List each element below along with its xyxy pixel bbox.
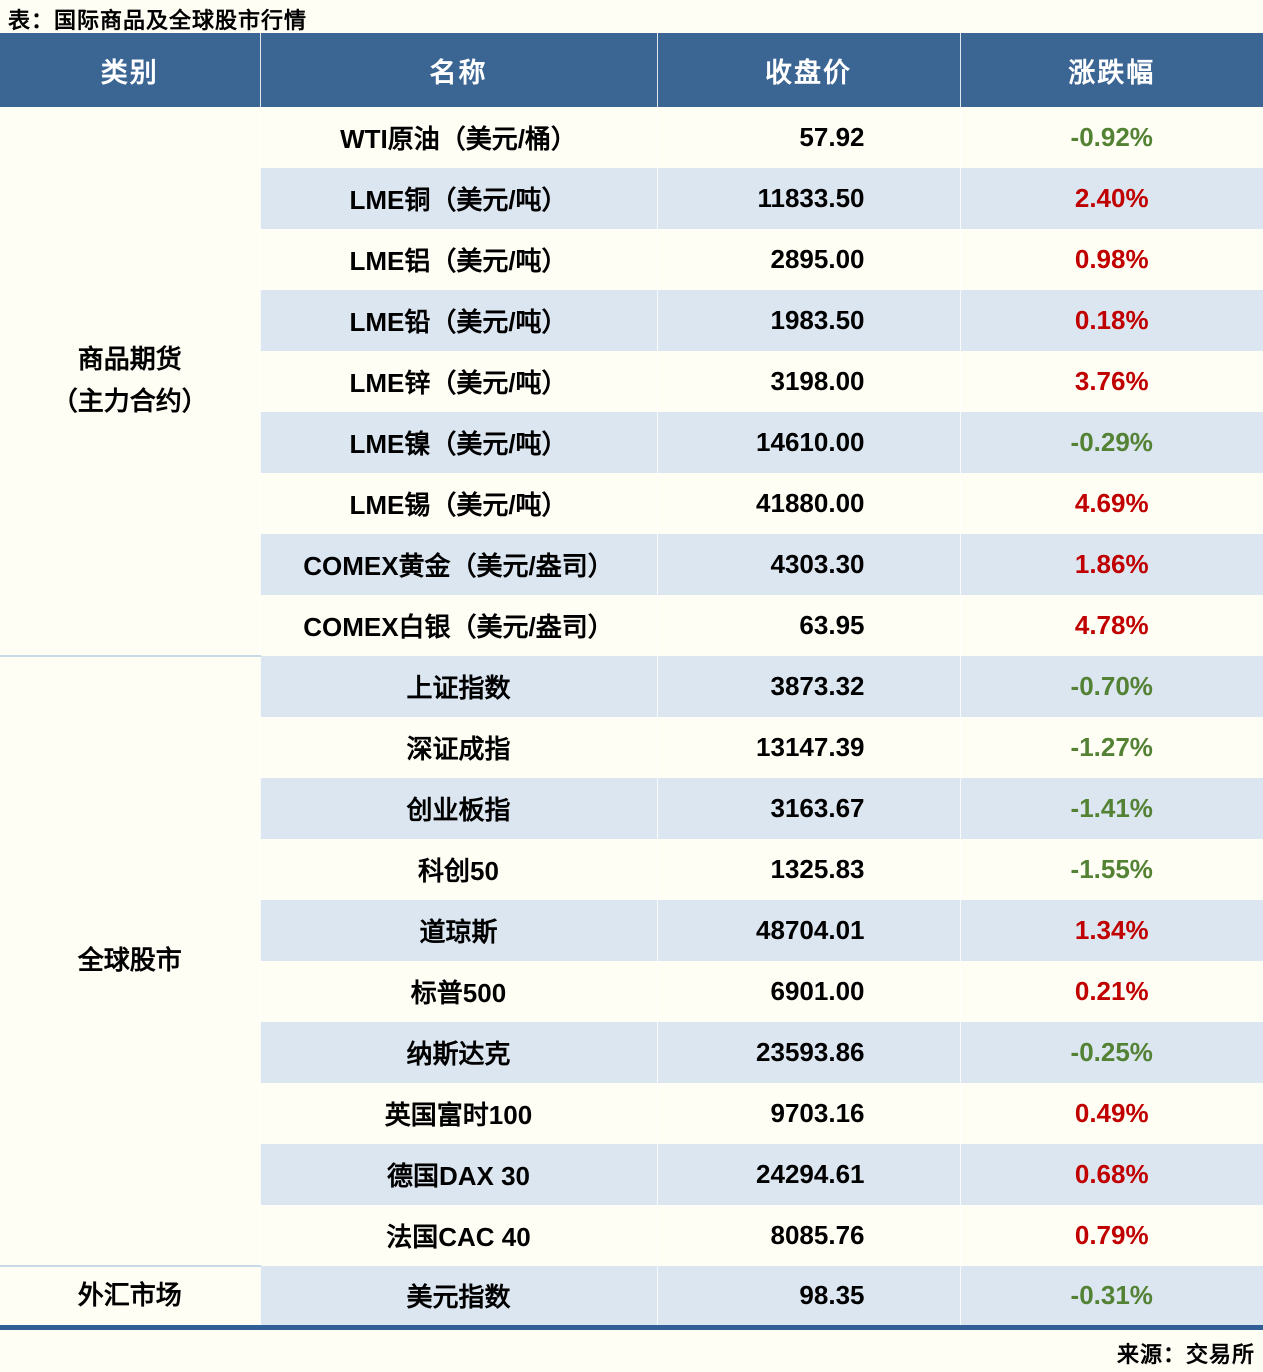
change-percent: 0.49% <box>1074 1098 1149 1128</box>
table-row: LME锌（美元/吨） 3198.00 3.76% <box>0 351 1263 412</box>
table-row: 深证成指 13147.39 -1.27% <box>0 717 1263 778</box>
instrument-name: COMEX白银（美元/盎司） <box>260 595 658 656</box>
instrument-name: 标普500 <box>260 961 658 1022</box>
change-percent: 4.78% <box>1074 610 1149 640</box>
table-row: 标普500 6901.00 0.21% <box>0 961 1263 1022</box>
close-price: 9703.16 <box>657 1083 961 1144</box>
page-title: 表：国际商品及全球股市行情 <box>8 8 308 33</box>
header-category: 类别 <box>0 33 261 107</box>
category-cell: 全球股市 <box>0 655 261 1266</box>
table-row: LME铜（美元/吨） 11833.50 2.40% <box>0 168 1263 229</box>
close-price: 3163.67 <box>657 778 961 839</box>
table-row: LME锡（美元/吨） 41880.00 4.69% <box>0 473 1263 534</box>
change-percent: -1.41% <box>960 778 1263 839</box>
change-percent: -0.25% <box>960 1022 1263 1083</box>
change-percent: 0.18% <box>960 290 1263 351</box>
table-row: 法国CAC 40 8085.76 0.79% <box>0 1205 1263 1266</box>
instrument-name: 英国富时100 <box>260 1083 658 1144</box>
close-price: 1325.83 <box>657 839 961 900</box>
change-percent: 0.98% <box>1074 244 1149 274</box>
table-row: LME铝（美元/吨） 2895.00 0.98% <box>0 229 1263 290</box>
instrument-name: LME铜（美元/吨） <box>260 168 658 229</box>
instrument-name: 上证指数 <box>260 656 658 717</box>
change-percent: 1.86% <box>960 534 1263 595</box>
close-price: 24294.61 <box>657 1144 961 1205</box>
change-percent: 0.79% <box>1074 1220 1149 1250</box>
table-row: 全球股市 上证指数 3873.32 -0.70% <box>0 655 1263 1266</box>
table-row: 德国DAX 30 24294.61 0.68% <box>0 1144 1263 1205</box>
close-price: 11833.50 <box>657 168 961 229</box>
instrument-name: 法国CAC 40 <box>260 1205 658 1266</box>
table-row: LME镍（美元/吨） 14610.00 -0.29% <box>0 412 1263 473</box>
instrument-name: LME锌（美元/吨） <box>260 351 658 412</box>
instrument-name: 创业板指 <box>260 778 658 839</box>
table-row: LME铅（美元/吨） 1983.50 0.18% <box>0 290 1263 351</box>
table-row: 外汇市场 美元指数 98.35 -0.31% <box>0 1265 1263 1327</box>
close-price: 3873.32 <box>657 656 961 717</box>
table-row: 英国富时100 9703.16 0.49% <box>0 1083 1263 1144</box>
table-row: 商品期货 （主力合约） WTI原油（美元/桶） 57.92 -0.92% <box>0 107 1263 656</box>
source-note: 来源：交易所 <box>1116 1342 1255 1367</box>
instrument-name: 科创50 <box>260 839 658 900</box>
category-label: 全球股市 <box>77 945 182 976</box>
instrument-name: WTI原油（美元/桶） <box>260 107 658 168</box>
instrument-name: LME镍（美元/吨） <box>260 412 658 473</box>
close-price: 98.35 <box>657 1266 961 1327</box>
close-price: 4303.30 <box>657 534 961 595</box>
close-price: 8085.76 <box>657 1205 961 1266</box>
change-percent: -0.29% <box>960 412 1263 473</box>
change-percent: 2.40% <box>960 168 1263 229</box>
close-price: 2895.00 <box>657 229 961 290</box>
close-price: 48704.01 <box>657 900 961 961</box>
table-row: 纳斯达克 23593.86 -0.25% <box>0 1022 1263 1083</box>
instrument-name: 美元指数 <box>260 1266 658 1327</box>
table-row: 道琼斯 48704.01 1.34% <box>0 900 1263 961</box>
header-name: 名称 <box>260 33 658 107</box>
category-cell: 商品期货 （主力合约） <box>0 107 261 656</box>
close-price: 13147.39 <box>657 717 961 778</box>
change-percent: -1.55% <box>1070 854 1153 884</box>
category-label: 商品期货 <box>77 344 182 375</box>
close-price: 23593.86 <box>657 1022 961 1083</box>
header-change: 涨跌幅 <box>960 33 1263 107</box>
instrument-name: 道琼斯 <box>260 900 658 961</box>
change-percent: -0.70% <box>960 656 1263 717</box>
instrument-name: LME锡（美元/吨） <box>260 473 658 534</box>
change-percent: 1.34% <box>960 900 1263 961</box>
header-row: 类别 名称 收盘价 涨跌幅 <box>0 33 1263 107</box>
change-percent: -0.92% <box>1070 122 1153 152</box>
close-price: 6901.00 <box>657 961 961 1022</box>
change-percent: 3.76% <box>1074 366 1149 396</box>
change-percent: -0.31% <box>960 1266 1263 1327</box>
change-percent: -1.27% <box>1070 732 1153 762</box>
change-percent: 4.69% <box>1074 488 1149 518</box>
market-table: 类别 名称 收盘价 涨跌幅 商品期货 （主力合约） WTI原油（美元/桶） 57.92… <box>0 33 1263 1330</box>
close-price: 57.92 <box>657 107 961 168</box>
table-row: COMEX黄金（美元/盎司） 4303.30 1.86% <box>0 534 1263 595</box>
close-price: 14610.00 <box>657 412 961 473</box>
instrument-name: LME铝（美元/吨） <box>260 229 658 290</box>
change-percent: 0.21% <box>1074 976 1149 1006</box>
instrument-name: 深证成指 <box>260 717 658 778</box>
close-price: 3198.00 <box>657 351 961 412</box>
close-price: 63.95 <box>657 595 961 656</box>
header-close-price: 收盘价 <box>657 33 961 107</box>
change-percent: 0.68% <box>960 1144 1263 1205</box>
table-row: COMEX白银（美元/盎司） 63.95 4.78% <box>0 595 1263 656</box>
instrument-name: COMEX黄金（美元/盎司） <box>260 534 658 595</box>
table-row: 创业板指 3163.67 -1.41% <box>0 778 1263 839</box>
instrument-name: 纳斯达克 <box>260 1022 658 1083</box>
category-cell: 外汇市场 <box>0 1265 261 1327</box>
close-price: 41880.00 <box>657 473 961 534</box>
category-label: （主力合约） <box>51 386 208 416</box>
instrument-name: 德国DAX 30 <box>260 1144 658 1205</box>
table-row: 科创50 1325.83 -1.55% <box>0 839 1263 900</box>
instrument-name: LME铅（美元/吨） <box>260 290 658 351</box>
category-label: 外汇市场 <box>77 1279 182 1310</box>
close-price: 1983.50 <box>657 290 961 351</box>
